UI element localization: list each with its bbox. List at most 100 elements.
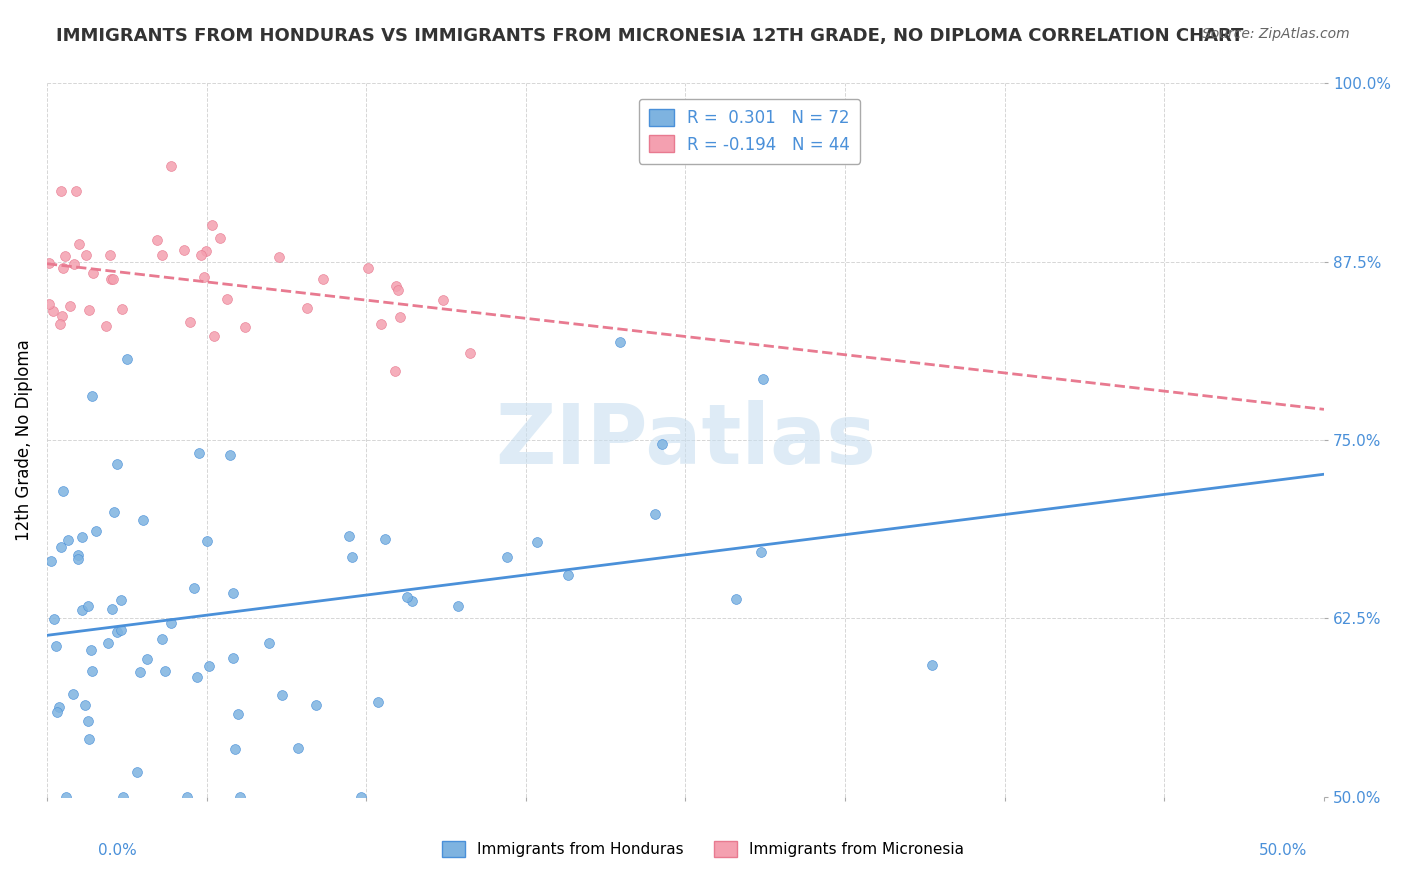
Point <box>84 524 107 539</box>
Point <box>458 345 481 359</box>
Point <box>79 303 101 318</box>
Point <box>271 688 294 702</box>
Point <box>257 636 280 650</box>
Point <box>129 665 152 680</box>
Point <box>55 789 77 804</box>
Point <box>752 372 775 386</box>
Point <box>42 612 65 626</box>
Point <box>105 457 128 471</box>
Point <box>45 639 67 653</box>
Point <box>97 636 120 650</box>
Point <box>56 533 79 547</box>
Point <box>651 437 673 451</box>
Point <box>201 218 224 232</box>
Point <box>644 508 666 522</box>
Point <box>152 632 174 646</box>
Point <box>389 310 412 324</box>
Point <box>526 534 548 549</box>
Point <box>724 591 747 606</box>
Point <box>187 446 209 460</box>
Point <box>305 698 328 712</box>
Point <box>173 243 195 257</box>
Point <box>98 248 121 262</box>
Point <box>77 599 100 613</box>
Text: IMMIGRANTS FROM HONDURAS VS IMMIGRANTS FROM MICRONESIA 12TH GRADE, NO DIPLOMA CO: IMMIGRANTS FROM HONDURAS VS IMMIGRANTS F… <box>56 27 1244 45</box>
Point <box>197 659 219 673</box>
Point <box>70 530 93 544</box>
Point <box>117 352 139 367</box>
Point <box>350 789 373 804</box>
Point <box>111 302 134 317</box>
Point <box>384 279 406 293</box>
Point <box>101 272 124 286</box>
Point <box>337 529 360 543</box>
Point <box>110 624 132 638</box>
Point <box>45 705 67 719</box>
Point <box>52 484 75 499</box>
Legend: Immigrants from Honduras, Immigrants from Micronesia: Immigrants from Honduras, Immigrants fro… <box>433 832 973 866</box>
Point <box>82 266 104 280</box>
Point <box>557 568 579 582</box>
Point <box>384 364 406 378</box>
Point <box>75 248 97 262</box>
Point <box>77 731 100 746</box>
Point <box>103 505 125 519</box>
Point <box>125 765 148 780</box>
Point <box>215 292 238 306</box>
Point <box>38 255 60 269</box>
Point <box>48 699 70 714</box>
Point <box>63 257 86 271</box>
Legend: R =  0.301   N = 72, R = -0.194   N = 44: R = 0.301 N = 72, R = -0.194 N = 44 <box>638 99 860 163</box>
Point <box>152 247 174 261</box>
Point <box>224 741 246 756</box>
Point <box>209 231 232 245</box>
Point <box>77 714 100 728</box>
Point <box>42 304 65 318</box>
Point <box>82 389 104 403</box>
Point <box>267 251 290 265</box>
Point <box>80 642 103 657</box>
Point <box>67 237 90 252</box>
Point <box>202 329 225 343</box>
Point <box>65 184 87 198</box>
Point <box>396 591 419 605</box>
Point <box>222 651 245 665</box>
Point <box>112 789 135 804</box>
Point <box>357 261 380 276</box>
Point <box>62 687 84 701</box>
Point <box>66 548 89 562</box>
Point <box>75 698 97 712</box>
Point <box>110 593 132 607</box>
Point <box>921 658 943 673</box>
Point <box>312 271 335 285</box>
Point <box>496 549 519 564</box>
Point <box>107 625 129 640</box>
Text: 50.0%: 50.0% <box>1260 843 1308 858</box>
Y-axis label: 12th Grade, No Diploma: 12th Grade, No Diploma <box>15 339 32 541</box>
Point <box>49 317 72 331</box>
Point <box>49 540 72 554</box>
Point <box>193 269 215 284</box>
Point <box>367 695 389 709</box>
Point <box>373 532 395 546</box>
Point <box>179 315 201 329</box>
Point <box>176 789 198 804</box>
Point <box>58 299 80 313</box>
Point <box>146 233 169 247</box>
Point <box>70 603 93 617</box>
Point <box>160 615 183 630</box>
Point <box>96 319 118 334</box>
Point <box>609 335 631 350</box>
Point <box>100 601 122 615</box>
Point <box>432 293 454 307</box>
Point <box>100 272 122 286</box>
Text: Source: ZipAtlas.com: Source: ZipAtlas.com <box>1202 27 1350 41</box>
Point <box>233 319 256 334</box>
Point <box>155 665 177 679</box>
Point <box>401 594 423 608</box>
Point <box>219 448 242 462</box>
Point <box>340 549 363 564</box>
Point <box>186 670 208 684</box>
Point <box>749 545 772 559</box>
Text: 0.0%: 0.0% <box>98 843 138 858</box>
